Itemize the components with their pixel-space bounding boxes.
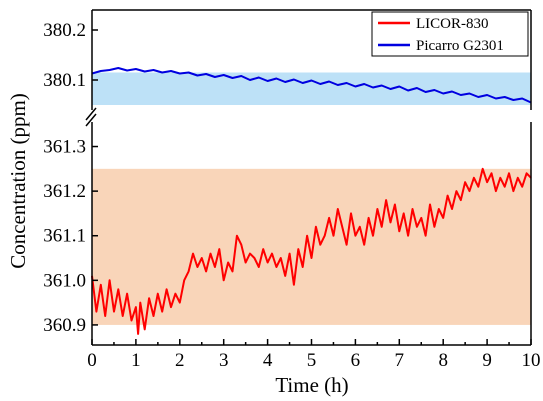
x-tick-label: 6: [351, 350, 361, 371]
x-tick-label: 5: [307, 350, 317, 371]
y-tick-label: 361.2: [43, 181, 86, 202]
x-axis-title: Time (h): [275, 373, 348, 397]
x-tick-label: 3: [219, 350, 229, 371]
y-tick-label: 360.9: [43, 315, 86, 336]
y-tick-label: 380.1: [43, 70, 86, 91]
y-tick-label: 380.2: [43, 20, 86, 41]
series-line-0: [91, 167, 532, 335]
x-tick-label: 10: [522, 350, 541, 371]
legend: LICOR-830 Picarro G2301: [371, 11, 529, 57]
legend-box: [371, 11, 529, 57]
x-tick-label: 2: [175, 350, 185, 371]
x-tick-label: 7: [395, 350, 405, 371]
series-lines: [91, 67, 532, 335]
axis-break-mark-2: [85, 113, 97, 127]
range-bands: [92, 72, 531, 325]
x-tick-label: 0: [87, 350, 97, 371]
legend-label-licor: LICOR-830: [416, 16, 489, 32]
y-tick-label: 361.0: [43, 270, 86, 291]
x-tick-label: 4: [263, 350, 273, 371]
series-line-1: [91, 67, 532, 104]
x-tick-label: 8: [438, 350, 448, 371]
x-tick-label: 9: [482, 350, 492, 371]
legend-label-picarro: Picarro G2301: [416, 38, 504, 54]
y-tick-label: 361.3: [43, 137, 86, 158]
band-lower: [92, 168, 531, 325]
band-upper: [92, 72, 531, 105]
ticks: 0 1 2 3 4 5 6 7 8 9 10 380.1 380.2 360.9 361.0 361.1 361…: [43, 20, 540, 371]
y-tick-label: 361.1: [43, 226, 86, 247]
y-axis-title: Concentration (ppm): [6, 93, 30, 269]
x-tick-label: 1: [131, 350, 141, 371]
axis-break-mark-1: [85, 107, 97, 121]
